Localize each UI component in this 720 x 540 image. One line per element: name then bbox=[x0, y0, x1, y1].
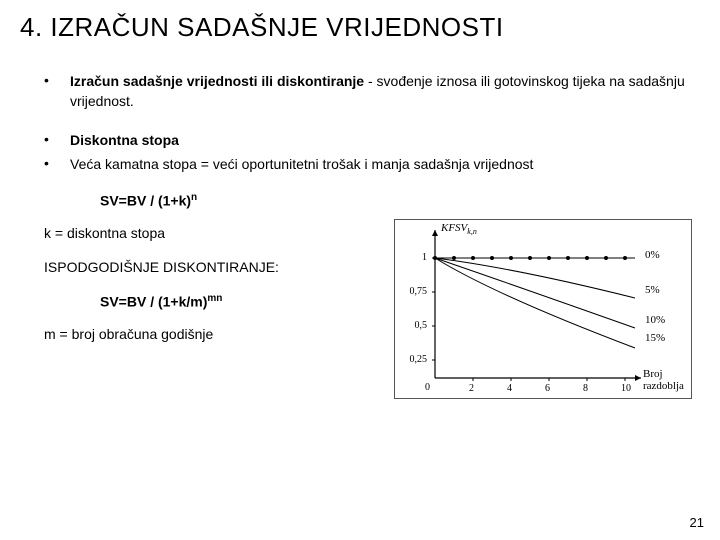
x-label-l1: Broj bbox=[643, 368, 663, 380]
origin-label: 0 bbox=[425, 382, 430, 393]
y-axis-title: KFSVk,n bbox=[441, 222, 477, 236]
x-label-l2: razdoblja bbox=[643, 380, 684, 392]
percent-label: 10% bbox=[645, 314, 665, 326]
y-tick-label: 1 bbox=[422, 252, 427, 263]
percent-label: 5% bbox=[645, 284, 660, 296]
bullet-1-text: Izračun sadašnje vrijednosti ili diskont… bbox=[70, 71, 700, 112]
x-tick-label: 8 bbox=[583, 383, 588, 394]
percent-label: 0% bbox=[645, 249, 660, 261]
x-axis-title: Broj razdoblja bbox=[643, 368, 684, 392]
y-tick-label: 0,5 bbox=[415, 320, 428, 331]
y-title-sub: k,n bbox=[467, 227, 477, 236]
formula-1-sup: n bbox=[191, 192, 197, 203]
x-tick-label: 6 bbox=[545, 383, 550, 394]
y-tick-label: 0,75 bbox=[410, 286, 428, 297]
bullet-1-bold: Izračun sadašnje vrijednosti ili diskont… bbox=[70, 73, 364, 89]
bullet-3-text: Veća kamatna stopa = veći oportunitetni … bbox=[70, 154, 700, 174]
bullet-1: • Izračun sadašnje vrijednosti ili disko… bbox=[20, 71, 700, 112]
page-number: 21 bbox=[690, 515, 704, 530]
x-tick-label: 2 bbox=[469, 383, 474, 394]
formula-2-sup: mn bbox=[207, 293, 222, 304]
bullet-marker: • bbox=[44, 71, 70, 91]
bullet-2-text: Diskontna stopa bbox=[70, 130, 700, 150]
formula-2-base: SV=BV / (1+k/m) bbox=[100, 294, 207, 310]
x-tick-label: 10 bbox=[621, 383, 631, 394]
y-tick-label: 0,25 bbox=[410, 354, 428, 365]
formula-1-base: SV=BV / (1+k) bbox=[100, 193, 191, 209]
x-tick-label: 4 bbox=[507, 383, 512, 394]
bullet-marker: • bbox=[44, 154, 70, 174]
formula-1: SV=BV / (1+k)n bbox=[20, 192, 700, 209]
percent-label: 15% bbox=[645, 332, 665, 344]
bullet-3: • Veća kamatna stopa = veći oportunitetn… bbox=[20, 154, 700, 174]
bullet-marker: • bbox=[44, 130, 70, 150]
y-title-main: KFSV bbox=[441, 222, 467, 234]
discount-chart: KFSVk,n Broj razdoblja 1 0,75 0,5 0,25 2 4 6 8 1… bbox=[394, 219, 692, 399]
slide-title: 4. IZRAČUN SADAŠNJE VRIJEDNOSTI bbox=[20, 12, 700, 43]
chart-inner: KFSVk,n Broj razdoblja 1 0,75 0,5 0,25 2 4 6 8 1… bbox=[395, 220, 691, 398]
bullet-2: • Diskontna stopa bbox=[20, 130, 700, 150]
